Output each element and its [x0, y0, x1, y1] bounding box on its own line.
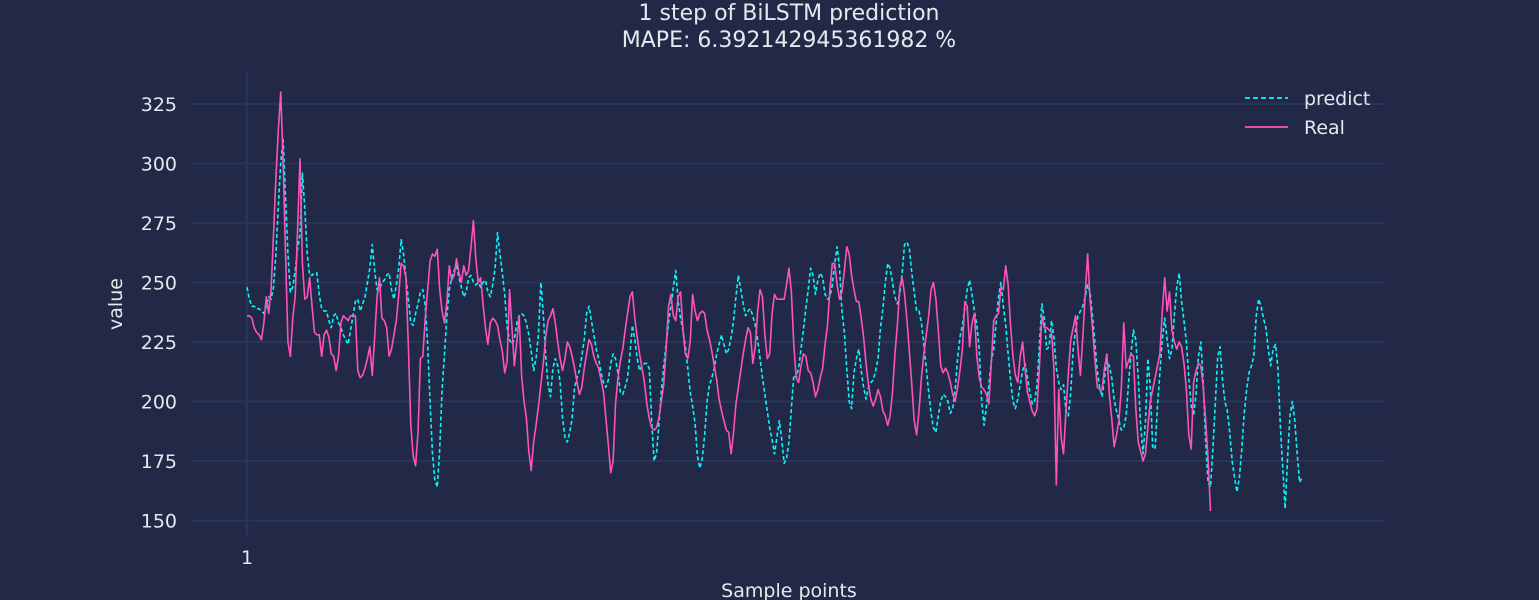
legend-predict-label: predict: [1304, 88, 1370, 110]
series-line-real: [247, 91, 1212, 512]
y-tick-label: 325: [141, 94, 177, 116]
y-tick-label: 200: [141, 392, 177, 414]
series-line-predict: [246, 138, 1303, 510]
chart-subtitle: MAPE: 6.392142945361982 %: [622, 28, 956, 53]
y-tick-label: 175: [141, 451, 177, 473]
y-tick-labels: 150 175 200 225 250 275 300 325: [141, 94, 177, 533]
y-tick-label: 275: [141, 213, 177, 235]
chart-title: 1 step of BiLSTM prediction: [639, 1, 940, 26]
x-axis-label: Sample points: [721, 580, 857, 600]
legend-real-label: Real: [1304, 117, 1345, 139]
x-tick-label: 1: [241, 547, 253, 569]
y-tick-label: 250: [141, 273, 177, 295]
y-tick-label: 150: [141, 511, 177, 533]
y-tick-label: 225: [141, 332, 177, 354]
legend: predict Real: [1245, 88, 1370, 139]
grid-lines: [191, 103, 1384, 522]
series-group: [246, 91, 1303, 512]
y-tick-label: 300: [141, 154, 177, 176]
y-axis-label: value: [105, 278, 127, 330]
x-tick-labels: 1: [241, 547, 253, 569]
